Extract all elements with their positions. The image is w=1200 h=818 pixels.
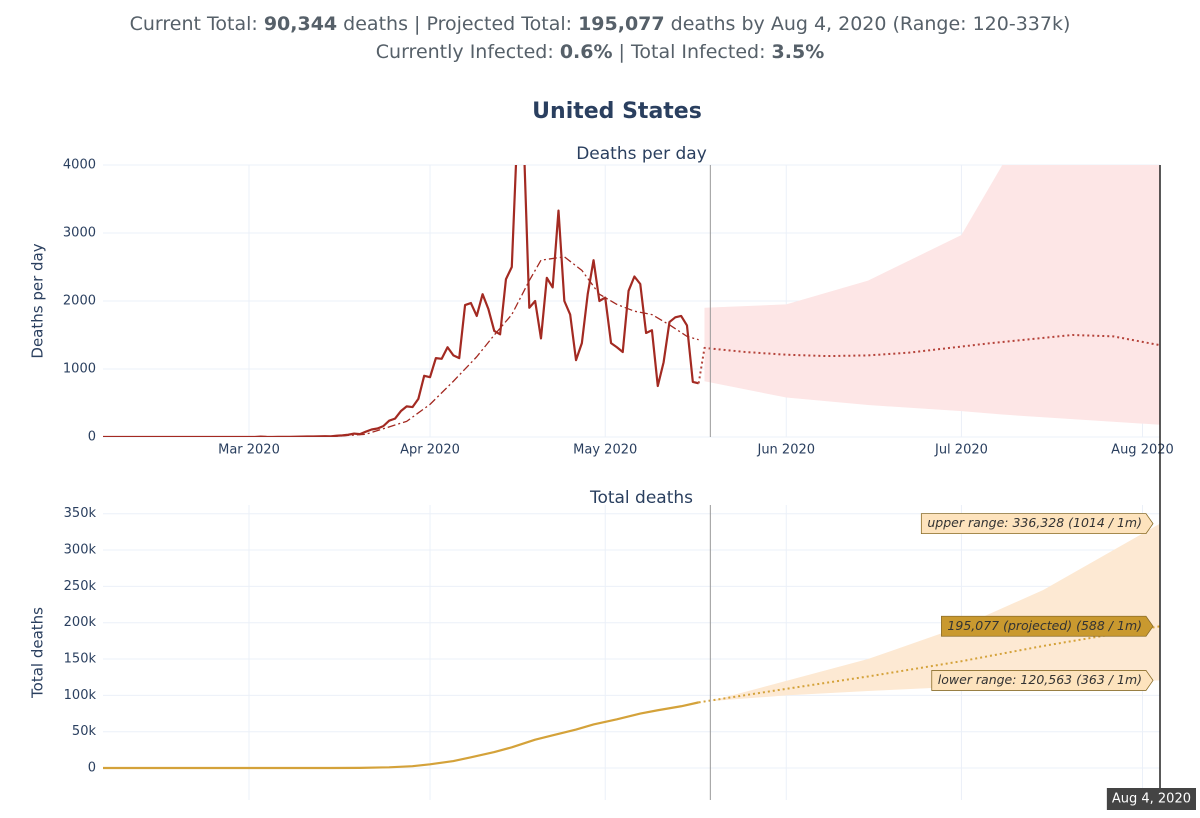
x-tick-label: Jun 2020 (756, 443, 815, 458)
summary-segment: Currently Infected: (376, 41, 560, 63)
summary-segment: deaths by Aug 4, 2020 (Range: 120-337k) (665, 13, 1071, 35)
y-tick-label: 0 (88, 761, 96, 776)
y-tick-label: 1000 (63, 362, 96, 377)
annotation-box (920, 513, 1154, 535)
summary-line-2: Currently Infected: 0.6% | Total Infecte… (376, 41, 824, 63)
summary-segment: deaths | Projected Total: (337, 13, 578, 35)
annotation: 195,077 (projected) (588 / 1m) (941, 615, 1154, 637)
y-tick-label: 350k (64, 506, 97, 521)
y-tick-label: 3000 (63, 226, 96, 241)
y-tick-label: 50k (72, 724, 97, 739)
chart-title: Total deaths (589, 488, 693, 508)
x-tick-label: Jul 2020 (934, 443, 988, 458)
line (103, 165, 699, 437)
summary-segment: 90,344 (264, 13, 337, 35)
y-tick-label: 2000 (63, 294, 96, 309)
plot-area (103, 523, 1160, 770)
y-tick-label: 4000 (63, 158, 96, 173)
x-tick-label: Apr 2020 (400, 443, 460, 458)
x-tick-label: May 2020 (573, 443, 637, 458)
line (324, 256, 699, 437)
annotation-text: 195,077 (projected) (588 / 1m) (947, 618, 1142, 633)
chart-title: Deaths per day (576, 144, 707, 164)
plot-area (103, 165, 1160, 437)
line (697, 334, 1160, 384)
annotation-box (941, 615, 1154, 637)
annotation: lower range: 120,563 (363 / 1m) (931, 670, 1154, 691)
y-tick-label: 250k (64, 579, 97, 594)
summary-segment: 0.6% (560, 41, 613, 63)
x-tick-label: Mar 2020 (218, 443, 280, 458)
hover-text: Aug 4, 2020 (1112, 792, 1191, 807)
y-tick-label: 300k (64, 543, 97, 558)
annotation-text: upper range: 336,328 (1014 / 1m) (927, 515, 1142, 530)
summary-segment: Current Total: (130, 13, 264, 35)
y-tick-label: 200k (64, 615, 97, 630)
x-tick-label: Aug 2020 (1111, 443, 1174, 458)
y-axis-title: Total deaths (29, 607, 47, 699)
annotation-text: lower range: 120,563 (363 / 1m) (938, 672, 1142, 687)
main-title: United States (532, 99, 702, 124)
y-tick-label: 150k (64, 652, 97, 667)
summary-line-1: Current Total: 90,344 deaths | Projected… (130, 13, 1071, 35)
summary-segment: 195,077 (578, 13, 665, 35)
hover-label: Aug 4, 2020 (1106, 788, 1196, 810)
summary-segment: | Total Infected: (613, 41, 772, 63)
range-band (710, 523, 1160, 702)
range-band (704, 165, 1160, 425)
line (103, 701, 699, 770)
hover-box (1106, 788, 1196, 810)
annotation-box (931, 670, 1154, 691)
annotation: upper range: 336,328 (1014 / 1m) (920, 513, 1154, 535)
y-tick-label: 100k (64, 688, 97, 703)
summary-segment: 3.5% (772, 41, 825, 63)
y-axis-title: Deaths per day (29, 243, 47, 358)
y-tick-label: 0 (88, 430, 96, 445)
